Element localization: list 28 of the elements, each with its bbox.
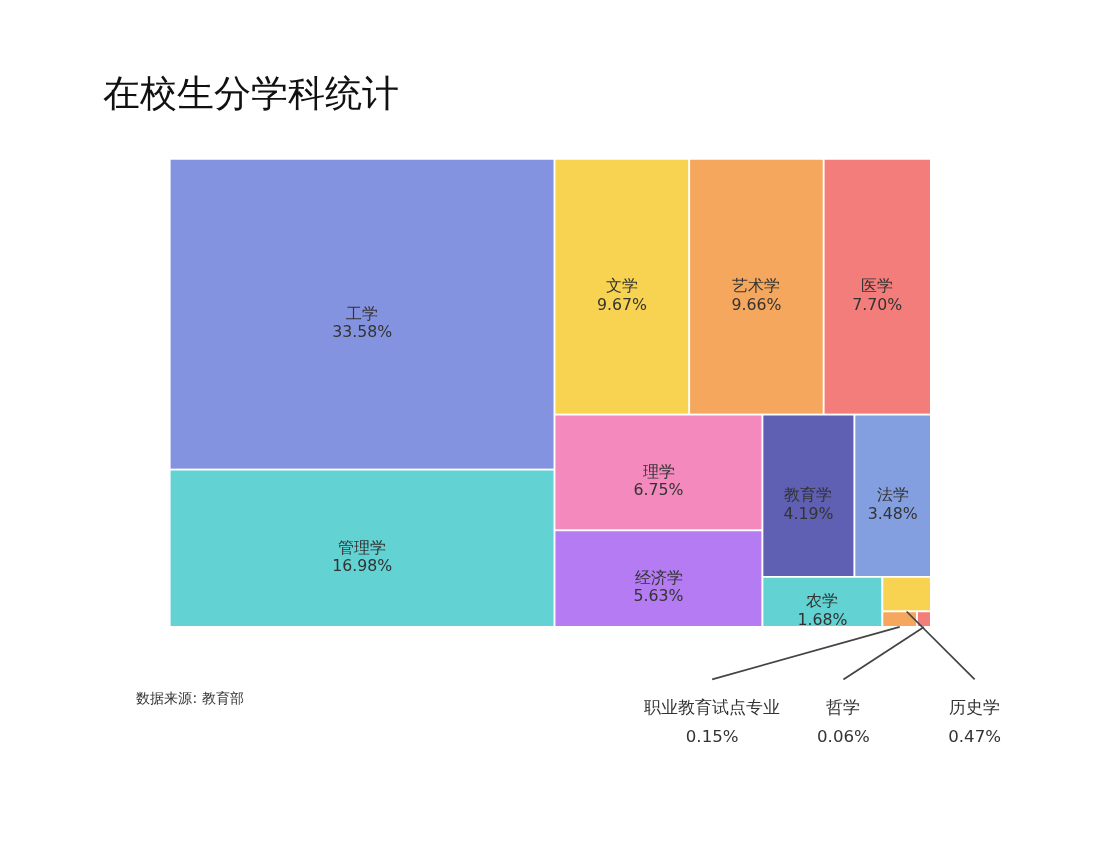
data-label: 3.48% [867, 503, 918, 523]
data-label: 7.70% [852, 294, 903, 314]
category-label: 理学 [642, 461, 675, 481]
category-label: 艺术学 [732, 276, 781, 296]
category-label: 法学 [876, 485, 909, 505]
category-label: 经济学 [634, 568, 683, 588]
data-label: 16.98% [332, 556, 393, 576]
category-label: 哲学 [826, 697, 861, 717]
category-label: 文学 [605, 276, 638, 296]
category-label: 医学 [861, 276, 894, 296]
data-label: 33.58% [332, 322, 393, 342]
category-label: 农学 [806, 591, 839, 611]
source-note: 数据来源: 教育部 [136, 690, 244, 707]
data-label: 1.68% [797, 609, 848, 629]
category-label: 管理学 [338, 537, 387, 557]
data-label: 9.66% [731, 294, 782, 314]
category-label: 历史学 [949, 697, 1001, 717]
category-label: 教育学 [784, 485, 833, 505]
data-label: 0.15% [685, 727, 739, 747]
data-label: 9.67% [596, 294, 647, 314]
data-label: 6.75% [633, 480, 684, 500]
category-label: 职业教育试点专业 [644, 697, 781, 717]
data-label: 0.06% [817, 727, 870, 747]
data-label: 0.47% [948, 727, 1002, 747]
category-label: 工学 [346, 303, 379, 323]
data-label: 4.19% [783, 503, 834, 523]
text: 在校生分学科统计 [103, 72, 400, 116]
data-label: 5.63% [633, 586, 684, 606]
